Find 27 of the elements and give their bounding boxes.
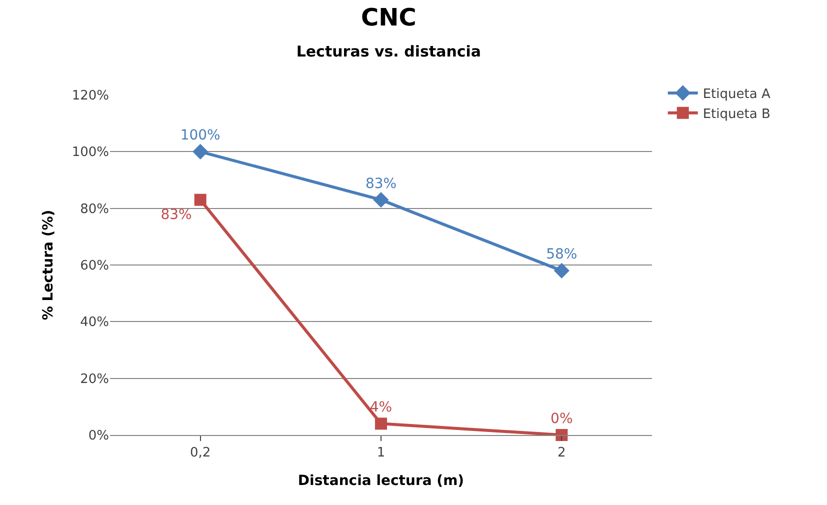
- data-label: 58%: [546, 246, 578, 263]
- point: [375, 418, 387, 430]
- chart-title: CNC: [361, 3, 416, 32]
- data-label: 0%: [550, 411, 573, 427]
- x-tick-label: 0,2: [190, 446, 211, 461]
- y-tick-label: 0%: [88, 428, 109, 444]
- data-label: 100%: [180, 128, 220, 144]
- legend-label: Etiqueta B: [702, 106, 770, 122]
- y-tick-label: 120%: [72, 88, 109, 104]
- data-label: 4%: [370, 400, 392, 416]
- y-axis-title: % Lectura (%): [40, 210, 56, 320]
- data-label: 83%: [365, 176, 397, 192]
- chart-subtitle: Lecturas vs. distancia: [296, 42, 482, 60]
- y-tick-label: 20%: [80, 372, 109, 387]
- x-axis-title: Distancia lectura (m): [298, 472, 464, 489]
- y-tick-label: 80%: [80, 202, 109, 217]
- x-tick-label: 1: [376, 446, 386, 461]
- legend-label: Etiqueta A: [702, 87, 770, 102]
- y-tick-label: 40%: [80, 315, 109, 330]
- point: [554, 262, 570, 278]
- point: [194, 194, 206, 206]
- point: [373, 192, 389, 208]
- y-tick-label: 100%: [72, 145, 109, 160]
- x-tick-label: 2: [558, 446, 566, 461]
- data-label: 83%: [160, 206, 192, 223]
- point: [192, 144, 208, 160]
- y-tick-label: 60%: [80, 258, 109, 274]
